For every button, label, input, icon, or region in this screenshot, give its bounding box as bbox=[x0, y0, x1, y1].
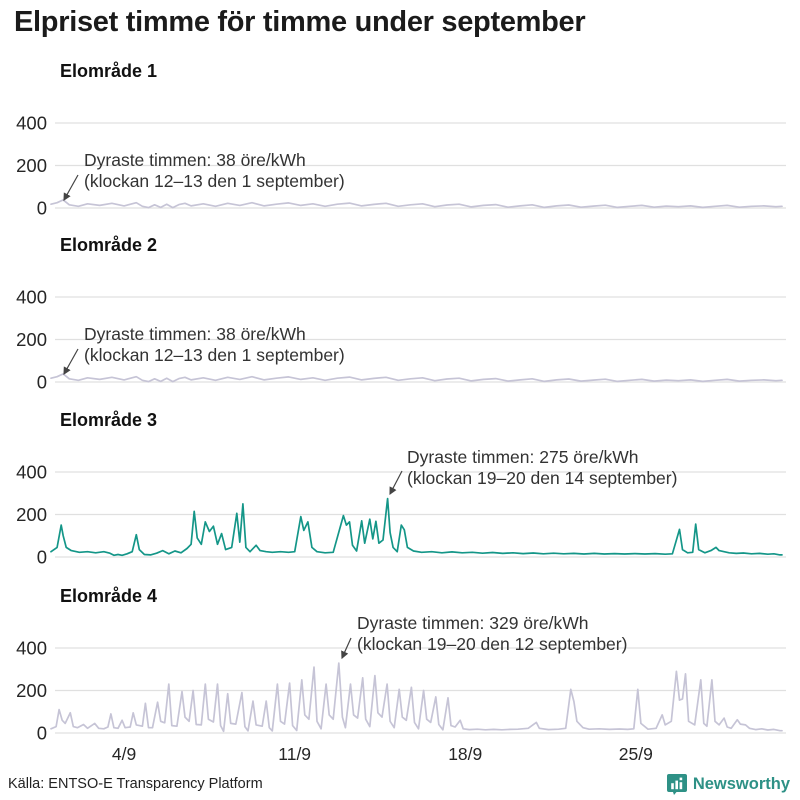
y-tick-label: 0 bbox=[37, 547, 47, 568]
annotation-line1: Dyraste timmen: 275 öre/kWh bbox=[407, 447, 638, 467]
x-tick-label: 11/9 bbox=[278, 744, 311, 764]
panel-title: Elområde 3 bbox=[60, 410, 157, 430]
annotation-line2: (klockan 12–13 den 1 september) bbox=[84, 171, 345, 191]
bar-chart-speech-bubble-icon bbox=[666, 774, 687, 795]
y-tick-label: 200 bbox=[16, 155, 47, 176]
annotation-arrow bbox=[389, 470, 403, 496]
annotation-arrow bbox=[63, 174, 79, 202]
y-tick-label: 200 bbox=[16, 329, 47, 350]
x-tick-label: 25/9 bbox=[619, 744, 653, 764]
y-tick-label: 400 bbox=[16, 638, 47, 659]
annotation-line2: (klockan 12–13 den 1 september) bbox=[84, 345, 345, 365]
price-line bbox=[50, 662, 783, 733]
panel-elomr-de-1: 400 200 0 Elområde 1 Dyraste timmen: 38 öre/… bbox=[16, 61, 786, 219]
y-tick-label: 0 bbox=[37, 198, 47, 219]
panel-elomr-de-2: 400 200 0 Elområde 2 Dyraste timmen: 38 öre/… bbox=[16, 235, 786, 393]
annotation-line1: Dyraste timmen: 38 öre/kWh bbox=[84, 150, 306, 170]
annotation-line1: Dyraste timmen: 329 öre/kWh bbox=[357, 613, 588, 633]
x-tick-label: 4/9 bbox=[112, 744, 136, 764]
footer: Källa: ENTSO-E Transparency Platform New… bbox=[8, 771, 790, 797]
y-tick-label: 400 bbox=[16, 113, 47, 134]
panel-elomr-de-4: 400 200 0 Elområde 4 Dyraste timmen: 329 öre… bbox=[16, 586, 786, 744]
annotation-arrow bbox=[63, 348, 79, 376]
y-tick-label: 200 bbox=[16, 504, 47, 525]
panel-title: Elområde 2 bbox=[60, 235, 157, 255]
y-tick-label: 400 bbox=[16, 462, 47, 483]
price-line bbox=[50, 373, 783, 383]
annotation-line2: (klockan 19–20 den 14 september) bbox=[407, 468, 677, 488]
newsworthy-logo[interactable]: Newsworthy bbox=[666, 773, 790, 795]
annotation-arrow bbox=[341, 637, 352, 660]
panel-title: Elområde 1 bbox=[60, 61, 157, 81]
source-credit: Källa: ENTSO-E Transparency Platform bbox=[8, 776, 263, 792]
x-tick-label: 18/9 bbox=[448, 744, 482, 764]
annotation-line2: (klockan 19–20 den 12 september) bbox=[357, 634, 627, 654]
y-tick-label: 200 bbox=[16, 680, 47, 701]
y-tick-label: 0 bbox=[37, 723, 47, 744]
y-tick-label: 400 bbox=[16, 287, 47, 308]
annotation-line1: Dyraste timmen: 38 öre/kWh bbox=[84, 324, 306, 344]
panel-elomr-de-3: 400 200 0 Elområde 3 Dyraste timmen: 275 öre… bbox=[16, 410, 786, 568]
newsworthy-wordmark: Newsworthy bbox=[692, 774, 790, 793]
price-line bbox=[50, 199, 783, 209]
price-line bbox=[50, 497, 783, 557]
y-tick-label: 0 bbox=[37, 372, 47, 393]
panel-title: Elområde 4 bbox=[60, 586, 157, 606]
page-title: Elpriset timme för timme under september bbox=[14, 6, 586, 38]
